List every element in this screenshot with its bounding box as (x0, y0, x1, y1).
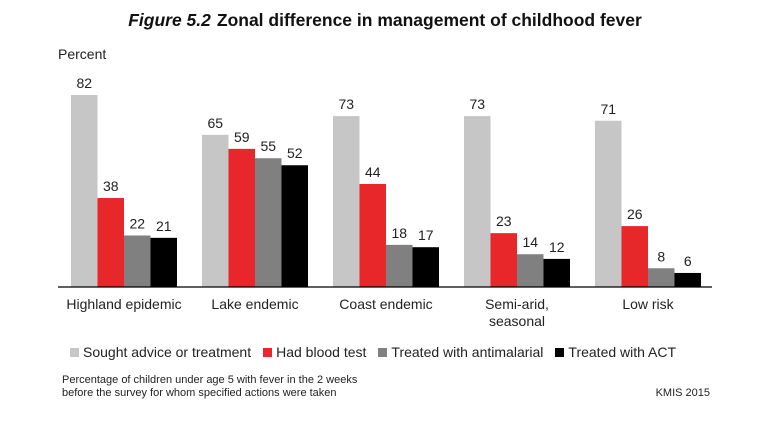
data-label-antimalarial-5: 8 (657, 248, 665, 264)
bar-sought-advice-1 (71, 95, 98, 287)
category-label-4-line-2: seasonal (489, 313, 545, 329)
data-label-blood-test-3: 44 (365, 164, 381, 180)
bar-act-2 (281, 165, 308, 287)
bar-sought-advice-4 (464, 116, 491, 287)
data-label-act-1: 21 (156, 218, 172, 234)
bar-blood-test-5 (621, 226, 648, 287)
bar-act-5 (674, 272, 701, 287)
bar-antimalarial-5 (648, 268, 675, 287)
legend-item-antimalarial: Treated with antimalarial (378, 344, 543, 360)
source-label: KMIS 2015 (655, 387, 710, 399)
legend-swatch-blood-test (263, 347, 273, 357)
bar-blood-test-3 (359, 183, 386, 287)
data-label-sought-advice-5: 71 (600, 101, 616, 117)
category-label-3: Coast endemic (339, 296, 432, 312)
legend-item-sought-advice: Sought advice or treatment (70, 344, 251, 360)
data-label-blood-test-1: 38 (103, 178, 119, 194)
y-axis-label: Percent (58, 46, 107, 62)
bar-blood-test-2 (228, 148, 255, 287)
category-label-2: Lake endemic (211, 296, 298, 312)
category-label-5: Low risk (622, 296, 674, 312)
figure-number: Figure 5.2 (128, 10, 211, 30)
legend-swatch-antimalarial (378, 347, 388, 357)
legend-swatch-sought-advice (70, 347, 79, 357)
data-label-sought-advice-2: 65 (207, 115, 223, 131)
data-label-sought-advice-3: 73 (338, 96, 354, 112)
bar-act-1 (150, 237, 177, 287)
footnote-line-2: before the survey for whom specified act… (62, 387, 337, 399)
data-label-blood-test-5: 26 (627, 206, 643, 222)
bar-act-4 (543, 258, 570, 287)
data-label-antimalarial-4: 14 (522, 234, 538, 250)
bar-blood-test-4 (490, 233, 517, 287)
legend-label-act: Treated with ACT (568, 344, 677, 360)
footnote-line-1: Percentage of children under age 5 with … (62, 374, 358, 386)
bar-antimalarial-3 (386, 244, 413, 287)
bar-antimalarial-4 (517, 254, 544, 287)
bar-antimalarial-2 (255, 158, 282, 287)
legend-item-act: Treated with ACT (555, 344, 676, 360)
legend-swatch-act (555, 347, 565, 357)
legend-item-blood-test: Had blood test (263, 344, 366, 360)
chart-title: Figure 5.2 Zonal difference in management… (0, 10, 770, 31)
data-label-blood-test-4: 23 (496, 213, 512, 229)
data-label-act-4: 12 (549, 239, 565, 255)
legend: Sought advice or treatment Had blood tes… (70, 344, 676, 360)
data-label-sought-advice-1: 82 (76, 75, 92, 91)
bar-act-3 (412, 247, 439, 287)
data-label-antimalarial-1: 22 (129, 215, 145, 231)
data-label-sought-advice-4: 73 (469, 96, 485, 112)
legend-label-antimalarial: Treated with antimalarial (391, 344, 544, 360)
data-label-act-3: 17 (418, 227, 434, 243)
figure-title: Zonal difference in management of childh… (216, 10, 642, 30)
legend-label-blood-test: Had blood test (276, 344, 367, 360)
footnote: Percentage of children under age 5 with … (62, 374, 357, 400)
data-label-antimalarial-2: 55 (260, 138, 276, 154)
data-label-antimalarial-3: 18 (391, 225, 407, 241)
bar-sought-advice-3 (333, 116, 360, 287)
bar-blood-test-1 (97, 198, 124, 287)
category-label-1: Highland epidemic (66, 296, 181, 312)
data-label-act-2: 52 (287, 145, 303, 161)
data-label-act-5: 6 (684, 253, 692, 269)
category-label-4-line-1: Semi-arid, (485, 296, 549, 312)
bar-sought-advice-2 (202, 134, 229, 287)
data-label-blood-test-2: 59 (234, 129, 250, 145)
bar-antimalarial-1 (124, 235, 151, 287)
bar-sought-advice-5 (595, 120, 622, 287)
legend-label-sought-advice: Sought advice or treatment (83, 344, 252, 360)
